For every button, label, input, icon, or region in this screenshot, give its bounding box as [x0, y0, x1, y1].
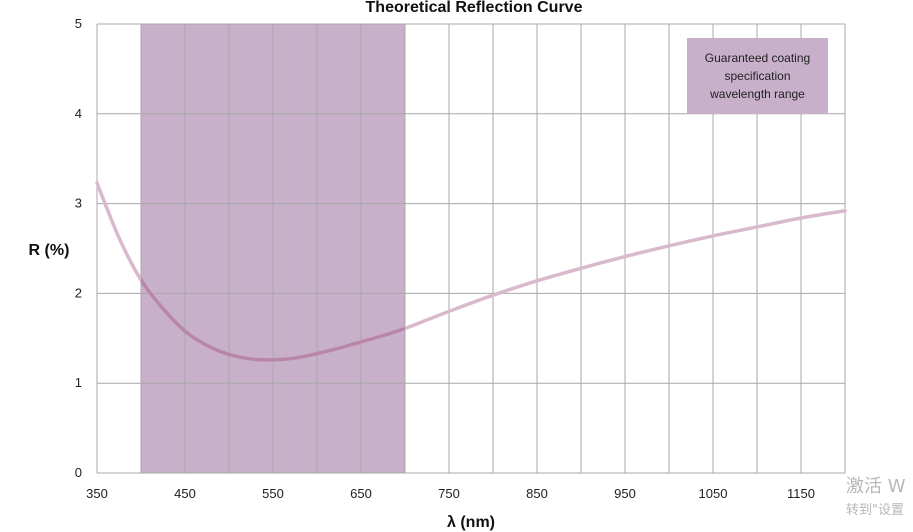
x-tick-label: 650: [350, 486, 372, 501]
legend-text-line: wavelength range: [709, 87, 805, 101]
y-tick-label: 3: [75, 196, 82, 211]
x-tick-label: 1150: [787, 486, 815, 501]
legend-text-line: specification: [724, 69, 790, 83]
x-axis-title: λ (nm): [447, 514, 495, 531]
y-tick-label: 1: [75, 375, 82, 390]
x-tick-label: 550: [262, 486, 284, 501]
x-tick-label: 1050: [699, 486, 728, 501]
x-tick-label: 950: [614, 486, 636, 501]
watermark: 激活 W 转到"设置: [846, 476, 906, 518]
x-tick-label: 450: [174, 486, 196, 501]
y-axis-title: R (%): [29, 242, 70, 259]
legend-box: [687, 38, 828, 114]
x-tick-label: 850: [526, 486, 548, 501]
reflection-curve-in-band: [141, 276, 405, 362]
legend-text-line: Guaranteed coating: [705, 51, 810, 65]
x-tick-label: 350: [86, 486, 108, 501]
watermark-line1: 激活 W: [846, 476, 906, 497]
watermark-line2: 转到"设置: [846, 503, 904, 518]
y-tick-label: 4: [75, 106, 82, 121]
y-tick-label: 5: [75, 16, 82, 31]
y-tick-label: 0: [75, 465, 82, 480]
chart-title: Theoretical Reflection Curve: [366, 0, 583, 16]
x-tick-label: 750: [438, 486, 460, 501]
y-tick-label: 2: [75, 285, 82, 300]
